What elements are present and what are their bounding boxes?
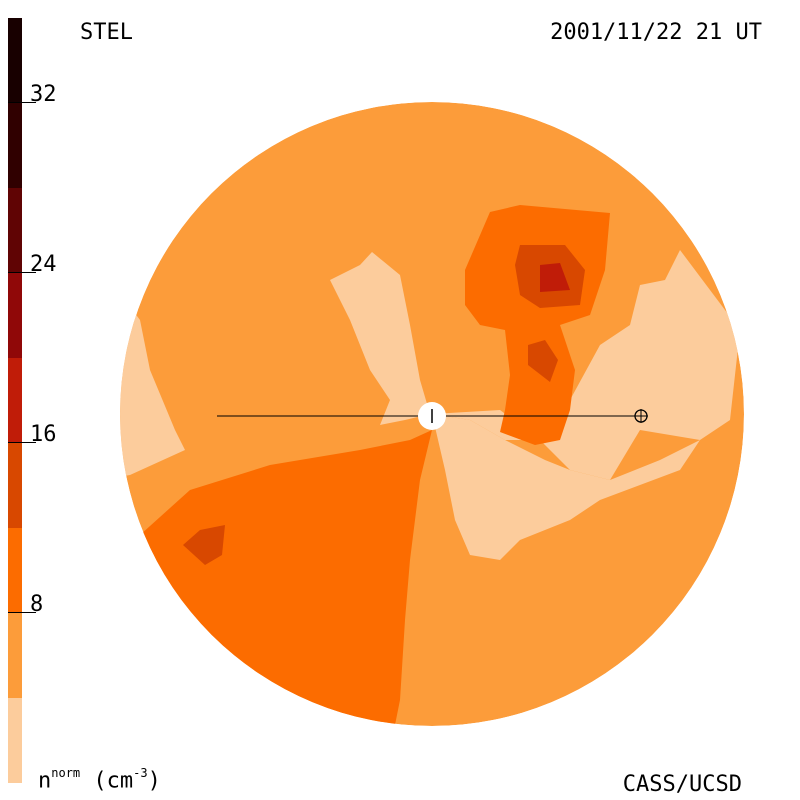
colorbar-tick — [8, 612, 36, 613]
contour-region-light-lower — [432, 414, 700, 560]
colorbar-tick — [8, 272, 36, 273]
colorbar-level-8 — [8, 103, 22, 188]
colorbar-level-2 — [8, 613, 22, 698]
unit-exponent: -3 — [133, 766, 148, 780]
contour-region-high-lower-left — [183, 525, 225, 565]
colorbar-level-4 — [8, 443, 22, 528]
contour-region-mid-lower-left — [140, 430, 432, 725]
unit-base: n — [38, 768, 52, 794]
colorbar-tick-label: 32 — [30, 82, 57, 107]
colorbar-tick-label: 8 — [30, 592, 44, 617]
colorbar-tick — [8, 442, 36, 443]
timestamp-label: 2001/11/22 21 UT — [550, 20, 762, 45]
colorbar-tick-label: 24 — [30, 252, 57, 277]
contour-region-light-plume — [330, 252, 430, 425]
colorbar-level-5 — [8, 358, 22, 443]
contour-region-high-mid — [528, 340, 558, 382]
instrument-label: STEL — [80, 20, 133, 45]
colorbar-unit-label: nnorm (cm-3) — [38, 766, 161, 794]
earth-icon — [634, 409, 648, 423]
colorbar-level-3 — [8, 528, 22, 613]
colorbar-tick — [8, 102, 36, 103]
unit-superscript: norm — [51, 766, 81, 780]
unit-suffix: (cm — [93, 768, 134, 794]
colorbar-level-7 — [8, 188, 22, 273]
credit-label: CASS/UCSD — [622, 772, 742, 797]
colorbar-level-1 — [8, 698, 22, 783]
contour-region-peak-upper — [540, 263, 570, 292]
colorbar-level-9 — [8, 18, 22, 103]
colorbar-level-6 — [8, 273, 22, 358]
unit-close: ) — [147, 768, 161, 794]
colorbar-tick-label: 16 — [30, 422, 57, 447]
